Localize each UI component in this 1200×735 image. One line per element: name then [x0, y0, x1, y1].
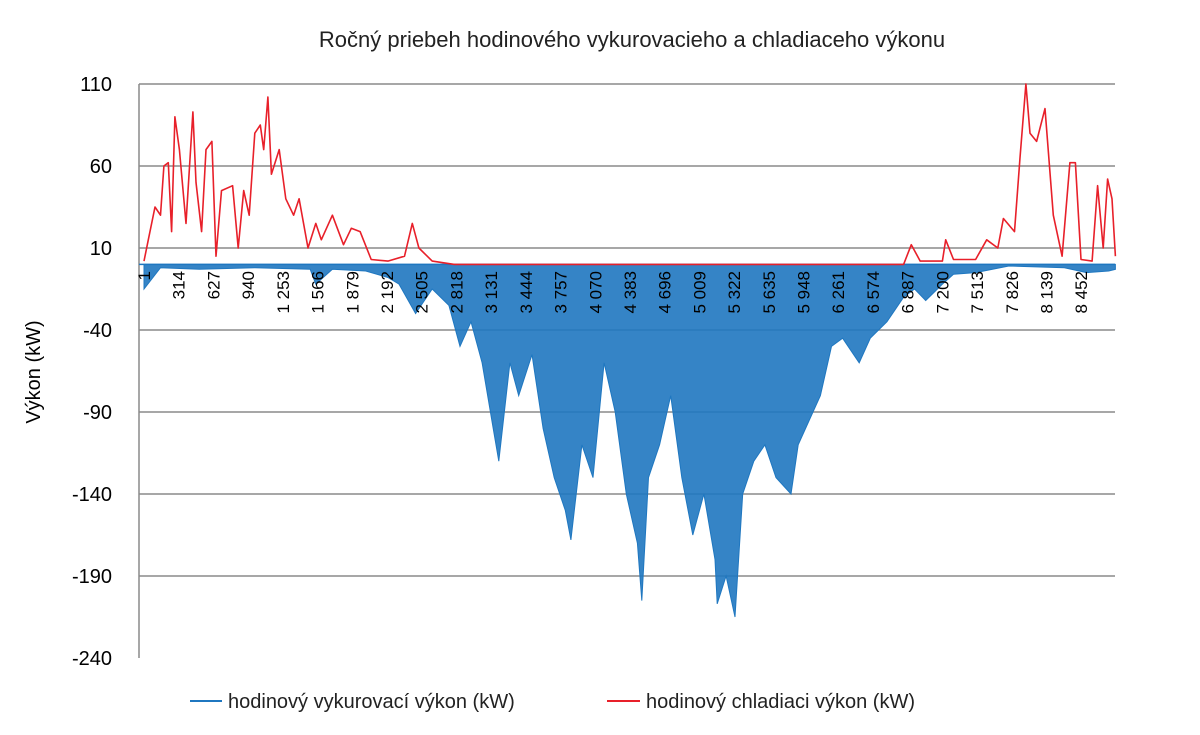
- legend-label-cooling: hodinový chladiaci výkon (kW): [646, 691, 915, 713]
- x-tick-label: 7 826: [1003, 271, 1022, 314]
- y-tick-label: -190: [72, 566, 112, 588]
- x-tick-label: 5 322: [725, 271, 744, 314]
- plot-area: [139, 83, 1117, 618]
- legend: hodinový vykurovací výkon (kW) hodinový …: [190, 691, 915, 713]
- y-tick-labels: 110 60 10 -40 -90 -140 -190 -240: [72, 74, 112, 670]
- x-tick-label: 314: [170, 271, 189, 299]
- series-cooling: [143, 83, 1117, 266]
- x-tick-label: 5 635: [760, 271, 779, 314]
- x-tick-label: 2 818: [447, 271, 466, 314]
- x-tick-label: 8 452: [1072, 271, 1091, 314]
- y-axis-label: Výkon (kW): [23, 320, 45, 423]
- x-tick-label: 7 513: [968, 271, 987, 314]
- x-tick-label: 627: [204, 271, 223, 299]
- x-tick-label: 4 696: [656, 271, 675, 314]
- y-tick-label: -140: [72, 484, 112, 506]
- y-tick-label: 10: [90, 238, 112, 260]
- x-tick-label: 3 757: [552, 271, 571, 314]
- y-tick-label: -240: [72, 648, 112, 670]
- x-tick-label: 6 887: [899, 271, 918, 314]
- x-tick-label: 1: [135, 271, 154, 280]
- x-tick-label: 4 070: [586, 271, 605, 314]
- y-tick-label: -90: [83, 402, 112, 424]
- x-tick-label: 6 574: [864, 271, 883, 314]
- x-tick-label: 3 131: [482, 271, 501, 314]
- y-tick-label: 110: [80, 74, 112, 96]
- x-tick-label: 940: [239, 271, 258, 299]
- x-tick-label: 6 261: [829, 271, 848, 314]
- x-tick-label: 5 948: [795, 271, 814, 314]
- x-tick-label: 1 253: [274, 271, 293, 314]
- y-tick-label: -40: [83, 320, 112, 342]
- y-tick-label: 60: [90, 156, 112, 178]
- x-tick-label: 8 139: [1038, 271, 1057, 314]
- x-tick-label: 7 200: [933, 271, 952, 314]
- x-tick-label: 3 444: [517, 271, 536, 314]
- chart-title: Ročný priebeh hodinového vykurovacieho a…: [319, 27, 945, 52]
- x-tick-label: 1 566: [309, 271, 328, 314]
- x-tick-label: 1 879: [343, 271, 362, 314]
- x-tick-label: 2 192: [378, 271, 397, 314]
- x-tick-labels: 1 314 627 940 1 253 1 566 1 879 2 192 2 505 2 818…: [135, 271, 1091, 314]
- x-tick-label: 5 009: [690, 271, 709, 314]
- series-heating: [143, 263, 1116, 618]
- legend-label-heating: hodinový vykurovací výkon (kW): [228, 691, 515, 713]
- x-tick-label: 2 505: [413, 271, 432, 314]
- x-tick-label: 4 383: [621, 271, 640, 314]
